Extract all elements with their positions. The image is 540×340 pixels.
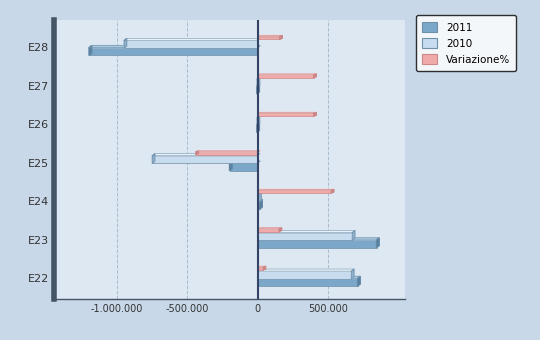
Bar — [258, 240, 376, 248]
Bar — [152, 156, 258, 164]
Bar — [230, 163, 258, 171]
Polygon shape — [124, 38, 260, 40]
Polygon shape — [196, 151, 260, 152]
Polygon shape — [257, 84, 260, 86]
Polygon shape — [124, 38, 127, 48]
Polygon shape — [352, 269, 354, 279]
Bar — [257, 86, 258, 94]
Bar — [258, 271, 352, 279]
Bar — [258, 229, 279, 232]
Bar — [258, 202, 260, 209]
Polygon shape — [314, 113, 316, 116]
Polygon shape — [152, 154, 155, 164]
Polygon shape — [258, 228, 282, 229]
Polygon shape — [260, 199, 262, 209]
Polygon shape — [258, 276, 360, 278]
Polygon shape — [258, 189, 334, 190]
Polygon shape — [376, 238, 379, 248]
Bar — [258, 75, 314, 78]
Bar — [258, 114, 314, 116]
Polygon shape — [280, 35, 282, 39]
Polygon shape — [357, 276, 360, 286]
Bar — [258, 233, 352, 240]
Polygon shape — [258, 192, 261, 194]
Bar — [124, 40, 258, 48]
Polygon shape — [259, 192, 261, 202]
Polygon shape — [258, 113, 316, 114]
Polygon shape — [258, 238, 379, 240]
Polygon shape — [257, 84, 259, 94]
Polygon shape — [89, 46, 92, 55]
Polygon shape — [279, 228, 282, 232]
Bar — [258, 278, 357, 286]
Bar — [89, 48, 258, 55]
Polygon shape — [257, 115, 260, 125]
Polygon shape — [258, 199, 262, 202]
Polygon shape — [258, 231, 355, 233]
Polygon shape — [257, 77, 260, 87]
Polygon shape — [331, 189, 334, 193]
Polygon shape — [196, 151, 198, 155]
Bar — [257, 125, 258, 132]
Polygon shape — [352, 231, 355, 240]
Polygon shape — [152, 154, 260, 156]
Polygon shape — [258, 35, 282, 37]
Bar — [258, 267, 263, 270]
Polygon shape — [257, 122, 260, 125]
Polygon shape — [257, 77, 260, 79]
Polygon shape — [314, 74, 316, 78]
Bar — [258, 190, 331, 193]
Polygon shape — [230, 161, 232, 171]
Polygon shape — [257, 115, 260, 117]
Polygon shape — [258, 269, 354, 271]
Polygon shape — [257, 122, 259, 132]
Polygon shape — [230, 161, 260, 163]
Bar — [258, 37, 280, 39]
Polygon shape — [89, 46, 260, 48]
Legend: 2011, 2010, Variazione%: 2011, 2010, Variazione% — [416, 15, 516, 71]
Bar — [196, 152, 258, 155]
Polygon shape — [263, 266, 266, 270]
Polygon shape — [258, 266, 266, 267]
Bar — [258, 194, 259, 202]
Polygon shape — [258, 74, 316, 75]
